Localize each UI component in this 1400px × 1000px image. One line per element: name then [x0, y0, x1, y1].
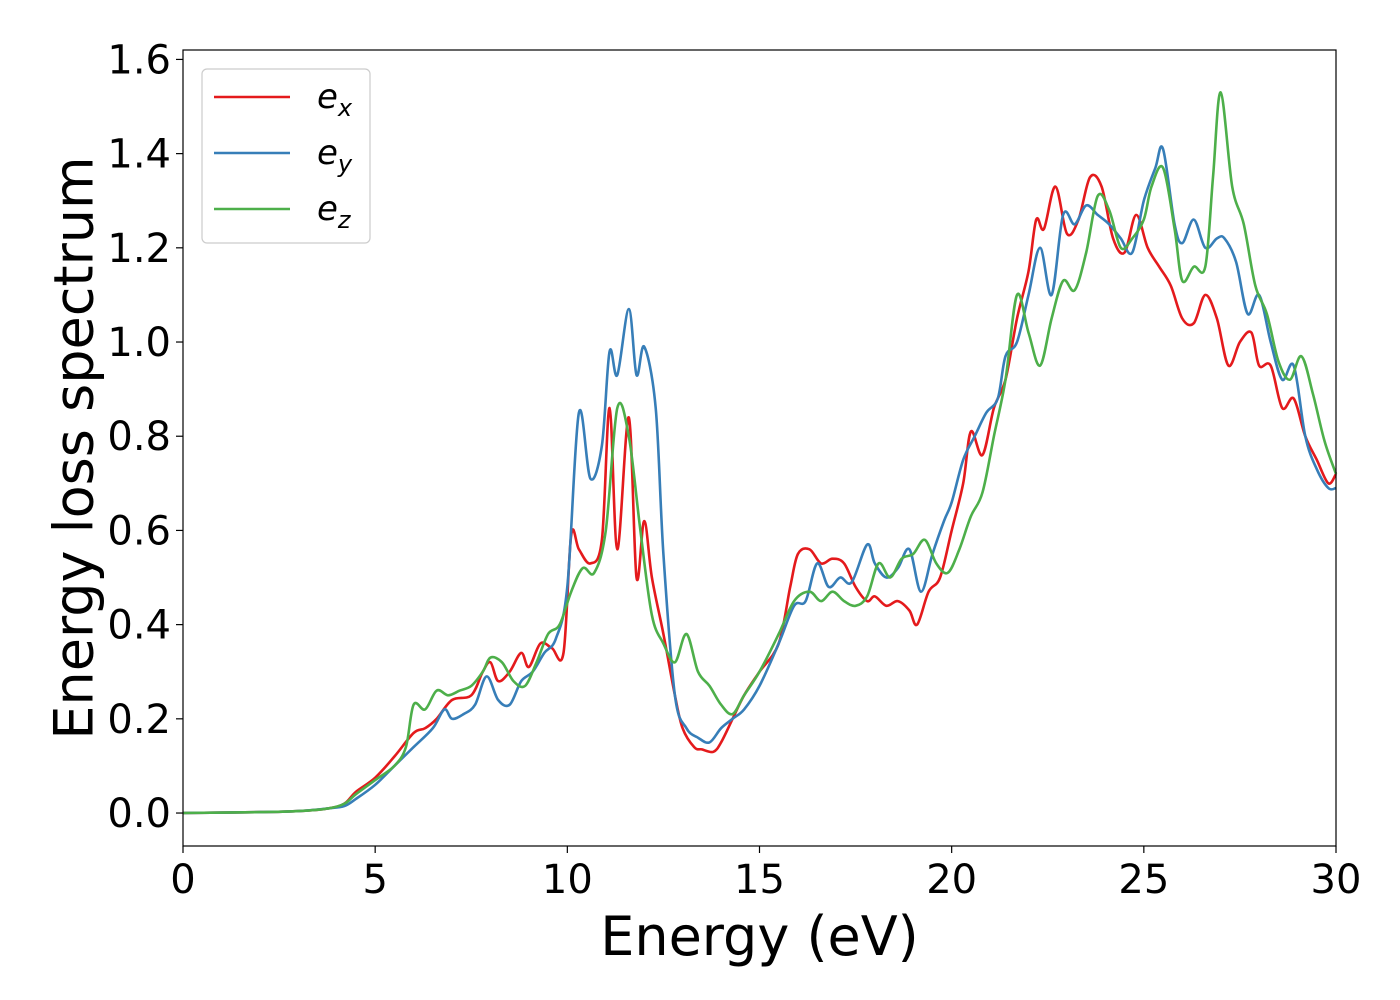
series-line-e-y: [182, 145, 1337, 815]
x-axis-title: Energy (eV): [600, 905, 919, 968]
series-line-e-x: [182, 173, 1338, 815]
x-tick-label: 15: [734, 857, 785, 903]
y-tick-label: 1.0: [107, 320, 171, 366]
y-tick-label: 0.4: [107, 603, 171, 649]
x-tick-label: 0: [170, 857, 195, 903]
legend-label-e-y: ey: [317, 133, 353, 178]
x-tick-label: 30: [1311, 857, 1362, 903]
legend: ex ey ez: [201, 68, 371, 244]
x-tick-label: 10: [542, 857, 593, 903]
y-tick-label: 0.2: [107, 697, 171, 743]
y-tick-label: 0.8: [107, 414, 171, 460]
legend-box: [201, 68, 371, 244]
y-tick-label: 1.2: [107, 226, 171, 272]
y-axis-title: Energy loss spectrum: [43, 156, 106, 739]
legend-label-e-x: ex: [317, 77, 353, 122]
y-tick-label: 1.6: [107, 37, 171, 83]
series-line-e-z: [182, 91, 1338, 815]
ticks-layer: 0 5 10 15 20 25 30 0.0 0.2 0.4 0.6 0.8 1.0 1.2 1.4 1.6: [107, 37, 1361, 903]
legend-label-e-z: ez: [317, 189, 352, 234]
y-tick-label: 1.4: [107, 132, 171, 178]
x-tick-label: 25: [1118, 857, 1169, 903]
x-tick-label: 20: [926, 857, 977, 903]
series-layer: [182, 91, 1338, 815]
y-tick-label: 0.6: [107, 508, 171, 554]
x-tick-label: 5: [362, 857, 387, 903]
y-tick-label: 0.0: [107, 791, 171, 837]
